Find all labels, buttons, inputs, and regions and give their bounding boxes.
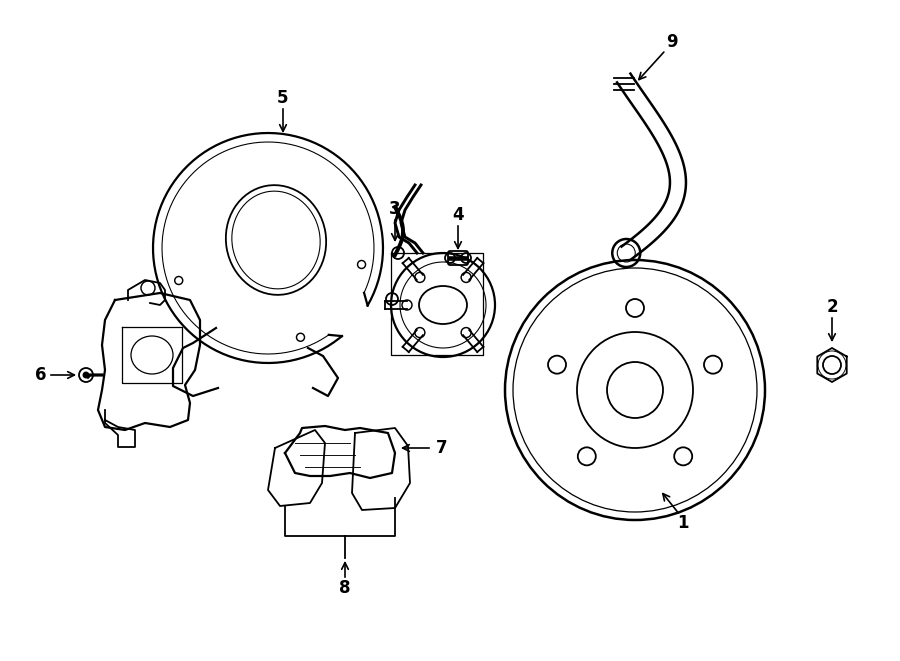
Text: 5: 5 (277, 89, 289, 107)
Text: 8: 8 (339, 579, 351, 597)
Text: 6: 6 (35, 366, 47, 384)
Text: 3: 3 (389, 200, 400, 218)
Text: 1: 1 (677, 514, 688, 532)
Text: 4: 4 (452, 206, 464, 224)
Text: 2: 2 (826, 298, 838, 316)
Text: 7: 7 (436, 439, 448, 457)
Text: 9: 9 (666, 33, 678, 51)
Circle shape (83, 372, 89, 378)
